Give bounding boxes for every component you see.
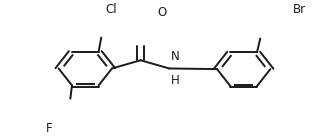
Text: N: N xyxy=(171,50,179,63)
Text: H: H xyxy=(171,74,179,87)
Text: Br: Br xyxy=(293,3,306,16)
Text: O: O xyxy=(158,6,167,19)
Text: Cl: Cl xyxy=(105,3,117,16)
Text: F: F xyxy=(46,122,53,135)
